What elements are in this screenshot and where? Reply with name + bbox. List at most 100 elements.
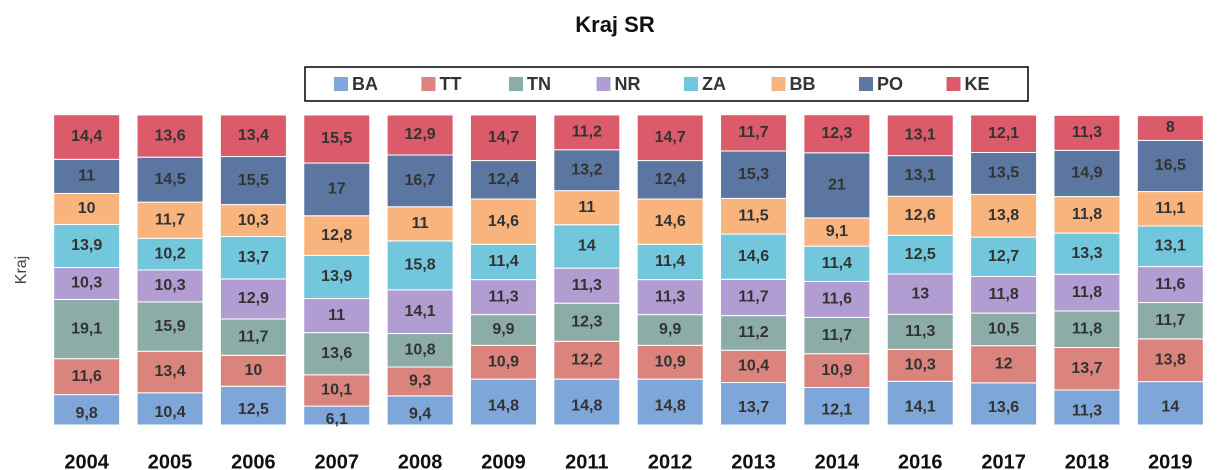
- data-label: 11,8: [1072, 320, 1102, 337]
- data-label: 11,1: [1155, 200, 1185, 217]
- data-label: 10,5: [988, 321, 1019, 338]
- x-tick-label: 2008: [398, 451, 443, 470]
- data-label: 13,1: [1155, 238, 1186, 255]
- legend-swatch: [859, 77, 873, 91]
- data-label: 11,3: [488, 288, 518, 305]
- bar-segment: [53, 394, 121, 426]
- data-label: 11,8: [1072, 284, 1102, 301]
- legend-label: BA: [352, 74, 378, 94]
- legend-swatch: [421, 77, 436, 91]
- bar-segment: [553, 190, 621, 226]
- data-label: 10,2: [154, 245, 185, 262]
- bar-segment: [1053, 273, 1121, 312]
- data-label: 13,1: [905, 127, 936, 144]
- bar-segment: [1136, 225, 1204, 268]
- data-label: 11,2: [738, 324, 768, 341]
- bar-segment: [720, 114, 788, 152]
- data-label: 14,8: [655, 397, 686, 414]
- data-label: 13,4: [154, 363, 185, 380]
- bar-segment: [53, 192, 121, 225]
- data-label: 11,7: [738, 124, 768, 141]
- data-label: 11,8: [988, 286, 1018, 303]
- data-label: 14,6: [655, 213, 686, 230]
- bar-segment: [970, 152, 1038, 195]
- x-tick-label: 2011: [565, 451, 608, 470]
- bar-segment: [136, 350, 204, 394]
- bar-segment: [469, 314, 537, 346]
- bar-segment: [886, 273, 954, 315]
- bar-segment: [803, 217, 871, 247]
- data-label: 9,8: [76, 405, 98, 422]
- data-label: 13,1: [905, 167, 936, 184]
- x-tick-label: 2019: [1148, 451, 1193, 470]
- bar-segment: [970, 345, 1038, 384]
- bar-segment: [136, 156, 204, 203]
- data-label: 13,7: [238, 249, 269, 266]
- data-label: 10,4: [738, 358, 769, 375]
- legend-label: TN: [527, 74, 551, 94]
- bar-segment: [803, 280, 871, 318]
- data-label: 14,1: [905, 398, 936, 415]
- bar-segment: [970, 312, 1038, 347]
- data-label: 12,4: [655, 171, 686, 188]
- bar-segment: [803, 316, 871, 355]
- data-label: 9,4: [409, 406, 431, 423]
- legend-swatch: [596, 77, 611, 91]
- bar-segment: [886, 234, 954, 275]
- x-tick-label: 2018: [1065, 451, 1110, 470]
- bar-segment: [720, 197, 788, 235]
- bar-segment: [386, 206, 454, 242]
- bar-segment: [886, 114, 954, 157]
- data-label: 12,9: [405, 126, 436, 143]
- bar-segment: [636, 344, 704, 380]
- bar-segment: [720, 349, 788, 384]
- bar-segment: [219, 278, 287, 320]
- data-label: 12,2: [571, 351, 602, 368]
- data-label: 14,6: [738, 248, 769, 265]
- data-label: 11,7: [1155, 312, 1185, 329]
- data-label: 11,6: [1155, 276, 1185, 293]
- data-label: 13,9: [71, 237, 102, 254]
- bar-segment: [136, 392, 204, 426]
- data-label: 9,3: [409, 373, 431, 390]
- data-label: 11: [412, 215, 429, 232]
- y-axis-label: Kraj: [13, 256, 30, 284]
- chart-title: Kraj SR: [575, 12, 655, 37]
- data-label: 11,6: [822, 291, 852, 308]
- data-label: 11,3: [655, 288, 685, 305]
- bar-segment: [970, 193, 1038, 238]
- bar-segment: [1053, 310, 1121, 349]
- bar-segment: [886, 195, 954, 236]
- data-label: 10,9: [488, 353, 519, 370]
- bar-segment: [886, 348, 954, 382]
- data-label: 14,4: [71, 128, 102, 145]
- bar-segment: [636, 279, 704, 316]
- data-label: 11,7: [238, 328, 268, 345]
- bar-segment: [1136, 191, 1204, 227]
- bar-segment: [1053, 149, 1121, 198]
- bar-segment: [1053, 347, 1121, 391]
- bar-segment: [720, 315, 788, 351]
- data-label: 10: [244, 362, 262, 379]
- bar-segment: [1136, 266, 1204, 304]
- data-label: 6,1: [326, 411, 348, 428]
- bar-segment: [886, 155, 954, 197]
- bar-segment: [1136, 338, 1204, 383]
- data-label: 13,6: [321, 345, 352, 362]
- data-label: 11,4: [488, 253, 518, 270]
- data-label: 13,8: [988, 207, 1019, 224]
- bar-segment: [553, 378, 621, 426]
- legend-swatch: [334, 77, 348, 91]
- bar-segment: [636, 243, 704, 281]
- bar-segment: [1053, 114, 1121, 151]
- legend-label: PO: [877, 74, 903, 94]
- data-label: 11,3: [905, 323, 935, 340]
- data-label: 13,7: [738, 399, 769, 416]
- data-label: 11,6: [72, 368, 102, 385]
- data-label: 12,9: [238, 290, 269, 307]
- bar-segment: [136, 301, 204, 352]
- bar-segment: [803, 114, 871, 154]
- bar-segment: [1053, 389, 1121, 426]
- bar-segment: [386, 114, 454, 156]
- bar-segment: [219, 354, 287, 387]
